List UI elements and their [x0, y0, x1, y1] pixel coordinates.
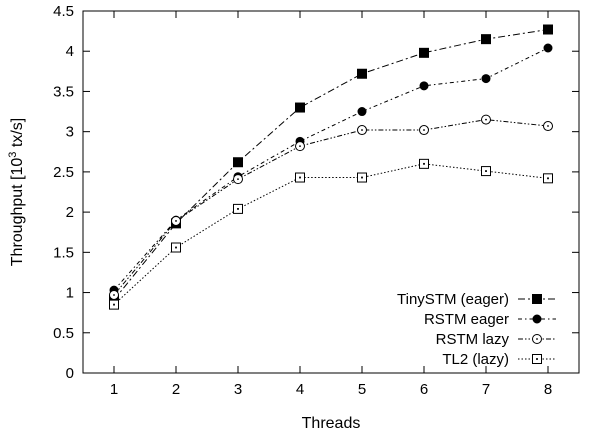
data-point-dot	[113, 303, 115, 306]
legend-label: TinySTM (eager)	[397, 291, 509, 308]
series-line	[113, 119, 549, 296]
legend-marker-dot	[536, 358, 538, 360]
series-line	[113, 47, 549, 291]
y-axis-title-suffix: tx/s]	[9, 118, 26, 152]
legend-item: TL2 (lazy)	[442, 351, 556, 368]
data-point	[233, 157, 243, 168]
data-point	[357, 107, 367, 117]
data-point-dot	[113, 294, 115, 296]
x-tick-label: 6	[420, 381, 428, 398]
data-point	[357, 68, 367, 79]
series-0	[109, 24, 553, 305]
series-line	[113, 29, 549, 301]
y-tick-label: 2	[66, 204, 74, 221]
data-point-dot	[299, 176, 301, 179]
data-point	[481, 34, 491, 45]
data-point-dot	[485, 170, 487, 172]
y-tick-label: 4	[66, 43, 74, 60]
legend-item: RSTM lazy	[436, 331, 556, 348]
data-point-dot	[361, 129, 363, 131]
data-point-dot	[175, 220, 177, 222]
y-tick-label: 1	[66, 285, 74, 302]
y-tick-label: 2.5	[53, 164, 74, 181]
legend: TinySTM (eager) RSTM eager RSTM lazy TL2 (l…	[397, 291, 556, 368]
data-point-dot	[423, 162, 425, 165]
data-point-dot	[237, 178, 239, 181]
plot-frame	[82, 10, 580, 374]
y-tick-label: 4.5	[53, 3, 74, 20]
series-3	[109, 158, 553, 310]
x-tick-label: 7	[482, 381, 490, 398]
legend-marker-dot	[536, 338, 538, 340]
data-point	[419, 81, 429, 91]
x-tick-label: 4	[296, 381, 304, 398]
y-axis-title-prefix: Throughput [10	[9, 158, 26, 267]
y-tick-label: 1.5	[53, 244, 74, 261]
x-tick-label: 3	[234, 381, 242, 398]
x-tick-label: 1	[110, 381, 118, 398]
legend-marker	[532, 314, 542, 324]
series-layer	[109, 24, 553, 310]
x-axis-title: Threads	[302, 415, 361, 432]
legend-item: TinySTM (eager)	[397, 291, 556, 308]
data-point-dot	[237, 207, 239, 210]
series-line	[113, 163, 549, 305]
axes: 0 0.5 1 1.5 2 2.5 3 3.5 4 4.5 1 2 3 4 5 6 7 8	[53, 3, 580, 398]
legend-item: RSTM eager	[424, 311, 556, 328]
y-axis-title: Throughput [103 tx/s]	[7, 118, 26, 266]
data-point-dot	[485, 118, 487, 121]
x-tick-label: 5	[358, 381, 366, 398]
data-point-dot	[423, 129, 425, 131]
data-point-dot	[547, 177, 549, 180]
y-tick-label: 0	[66, 365, 74, 382]
y-tick-label: 3	[66, 124, 74, 141]
legend-marker	[532, 294, 542, 304]
data-point	[419, 47, 429, 58]
x-tick-label: 2	[172, 381, 180, 398]
legend-label: RSTM lazy	[436, 331, 510, 348]
data-point	[295, 102, 305, 113]
data-point-dot	[175, 246, 177, 249]
legend-label: RSTM eager	[424, 311, 509, 328]
y-tick-label: 3.5	[53, 83, 74, 100]
data-point-dot	[361, 176, 363, 179]
data-point-dot	[299, 145, 301, 148]
data-point-dot	[547, 125, 549, 127]
data-point	[543, 43, 553, 53]
y-axis-title-exponent: 3	[7, 152, 19, 158]
data-point	[481, 74, 491, 84]
series-2	[109, 114, 553, 300]
x-tick-label: 8	[544, 381, 552, 398]
y-tick-label: 0.5	[53, 325, 74, 342]
legend-label: TL2 (lazy)	[442, 351, 509, 368]
data-point	[543, 24, 553, 35]
